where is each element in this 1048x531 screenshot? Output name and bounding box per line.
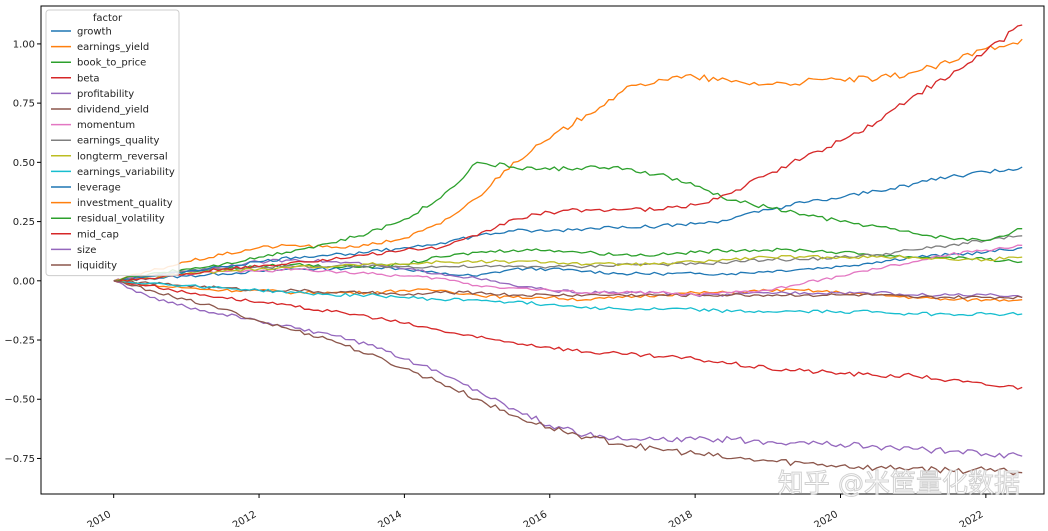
series-line-earnings-variability <box>113 280 1023 317</box>
series-line-residual-volatility <box>113 161 1023 282</box>
series-line-liquidity <box>113 280 1023 476</box>
x-tick-label: 2018 <box>667 509 695 527</box>
x-tick-label: 2022 <box>958 509 986 527</box>
x-tick-label: 2012 <box>231 509 259 527</box>
legend-label: growth <box>77 27 112 38</box>
legend-label: liquidity <box>77 261 117 272</box>
watermark-text: 知乎 @米筐量化数据 <box>778 469 1020 499</box>
legend: factor growth earnings_yield book_to_priceb… <box>45 9 180 277</box>
y-tick-label: 1.00 <box>13 39 35 50</box>
series-line-profitability <box>113 258 1023 299</box>
legend-label: momentum <box>77 120 135 131</box>
legend-label: size <box>77 245 96 256</box>
y-tick-label: 0.25 <box>13 217 35 228</box>
legend-label: earnings_yield <box>77 42 149 53</box>
y-tick-label: −0.75 <box>4 454 35 465</box>
legend-label: earnings_variability <box>77 167 175 178</box>
y-tick-label: −0.25 <box>4 336 35 347</box>
series-line-beta <box>113 280 1023 390</box>
legend-label: mid_cap <box>77 229 119 240</box>
y-tick-label: 0.75 <box>13 99 35 110</box>
legend-title: factor <box>93 13 123 24</box>
legend-label: beta <box>77 73 100 84</box>
series-line-momentum <box>113 244 1023 297</box>
y-tick-label: −0.50 <box>4 395 35 406</box>
x-tick-label: 2014 <box>376 509 404 527</box>
legend-label: profitability <box>77 89 134 100</box>
legend-box <box>45 9 180 277</box>
series-line-earnings-quality <box>113 235 1023 282</box>
series-line-leverage <box>113 166 1023 282</box>
y-tick-label: 0.50 <box>13 158 35 169</box>
x-tick-label: 2016 <box>522 509 550 527</box>
series-line-investment-quality <box>113 38 1023 282</box>
series-line-mid-cap <box>113 24 1023 283</box>
x-tick-label: 2010 <box>86 509 114 527</box>
series-line-longterm-reversal <box>113 254 1023 282</box>
x-tick-label: 2020 <box>812 509 840 527</box>
legend-label: residual_volatility <box>77 214 165 225</box>
legend-label: leverage <box>77 183 121 194</box>
legend-label: book_to_price <box>77 58 146 69</box>
legend-label: earnings_quality <box>77 136 160 147</box>
legend-label: investment_quality <box>77 198 173 209</box>
legend-label: longterm_reversal <box>77 151 168 162</box>
legend-label: dividend_yield <box>77 105 149 116</box>
series-layer <box>113 24 1023 476</box>
y-tick-label: 0.00 <box>13 276 35 287</box>
